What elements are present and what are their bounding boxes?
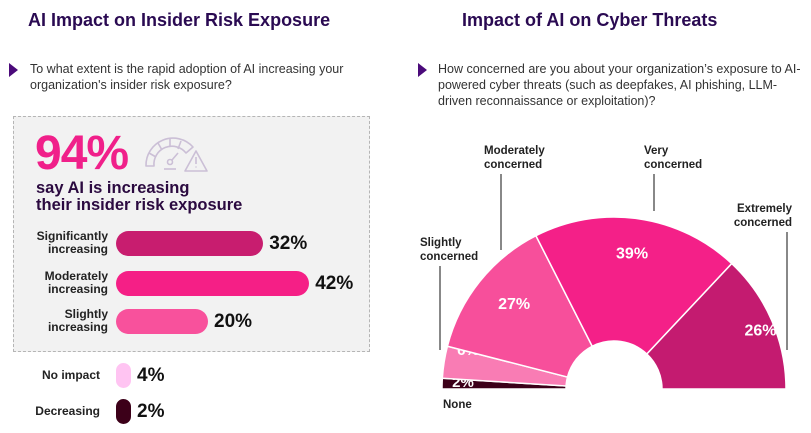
label-line: concerned xyxy=(420,251,479,263)
bar xyxy=(116,231,264,256)
bar-category-label: Slightly increasing xyxy=(13,308,108,334)
bar-category-label: Significantly increasing xyxy=(13,230,108,256)
headline-value: 94% xyxy=(35,127,129,180)
question-marker-icon xyxy=(9,63,18,77)
right-title: Impact of AI on Cyber Threats xyxy=(462,10,718,30)
label-line: Slightly xyxy=(420,237,462,249)
bar-value-label: 4% xyxy=(137,365,165,386)
headline-line-1: say AI is increasing xyxy=(36,179,190,197)
bar-value-label: 20% xyxy=(214,311,253,332)
label-line: concerned xyxy=(644,159,703,171)
question-marker-icon xyxy=(418,63,427,77)
label-line: Very xyxy=(644,145,669,157)
leader-line-extremely xyxy=(786,232,788,350)
label-line: No impact xyxy=(41,368,100,382)
label-very-concerned: Very concerned xyxy=(644,144,702,172)
label-line: concerned xyxy=(733,217,792,229)
bar-category-label: Moderately increasing xyxy=(13,270,108,296)
slice-value-label: 39% xyxy=(616,245,648,262)
headline-text: say AI is increasing their insider risk … xyxy=(36,180,242,214)
right-question: How concerned are you about your organiz… xyxy=(438,62,801,108)
label-line: Significantly xyxy=(36,229,108,243)
slice-value-label: 26% xyxy=(744,322,776,339)
headline-line-2: their insider risk exposure xyxy=(36,196,243,214)
bar xyxy=(116,271,310,296)
label-line: Moderately xyxy=(44,269,108,283)
bar-value-label: 32% xyxy=(269,233,308,254)
bar xyxy=(116,363,131,388)
left-title: AI Impact on Insider Risk Exposure xyxy=(28,10,331,30)
label-line: Decreasing xyxy=(35,404,100,418)
left-question: To what extent is the rapid adoption of … xyxy=(30,62,344,92)
label-moderately-concerned: Moderately concerned xyxy=(484,144,545,172)
leader-line-slightly xyxy=(439,266,441,350)
label-extremely-concerned: Extremely concerned xyxy=(728,202,792,230)
label-line: Extremely xyxy=(737,203,792,215)
label-line: Moderately xyxy=(484,145,545,157)
donut-slice xyxy=(645,262,787,390)
label-line: Slightly xyxy=(64,307,108,321)
bar-value-label: 2% xyxy=(137,401,165,422)
bar xyxy=(116,399,131,424)
label-line: increasing xyxy=(47,242,108,256)
bar-category-label: Decreasing xyxy=(5,405,100,418)
label-line: concerned xyxy=(484,159,543,171)
leader-line-moderately xyxy=(500,174,502,250)
donut-slice xyxy=(534,216,733,356)
donut-slice xyxy=(446,234,594,378)
label-line: increasing xyxy=(47,282,108,296)
bar-category-label: No impact xyxy=(5,369,100,382)
bar-value-label: 42% xyxy=(315,273,354,294)
leader-line-very xyxy=(653,174,655,211)
label-none: None xyxy=(443,399,472,411)
slice-value-label: 27% xyxy=(498,296,530,313)
bar xyxy=(116,309,208,334)
label-slightly-concerned: Slightly concerned xyxy=(420,236,478,264)
label-line: increasing xyxy=(47,320,108,334)
